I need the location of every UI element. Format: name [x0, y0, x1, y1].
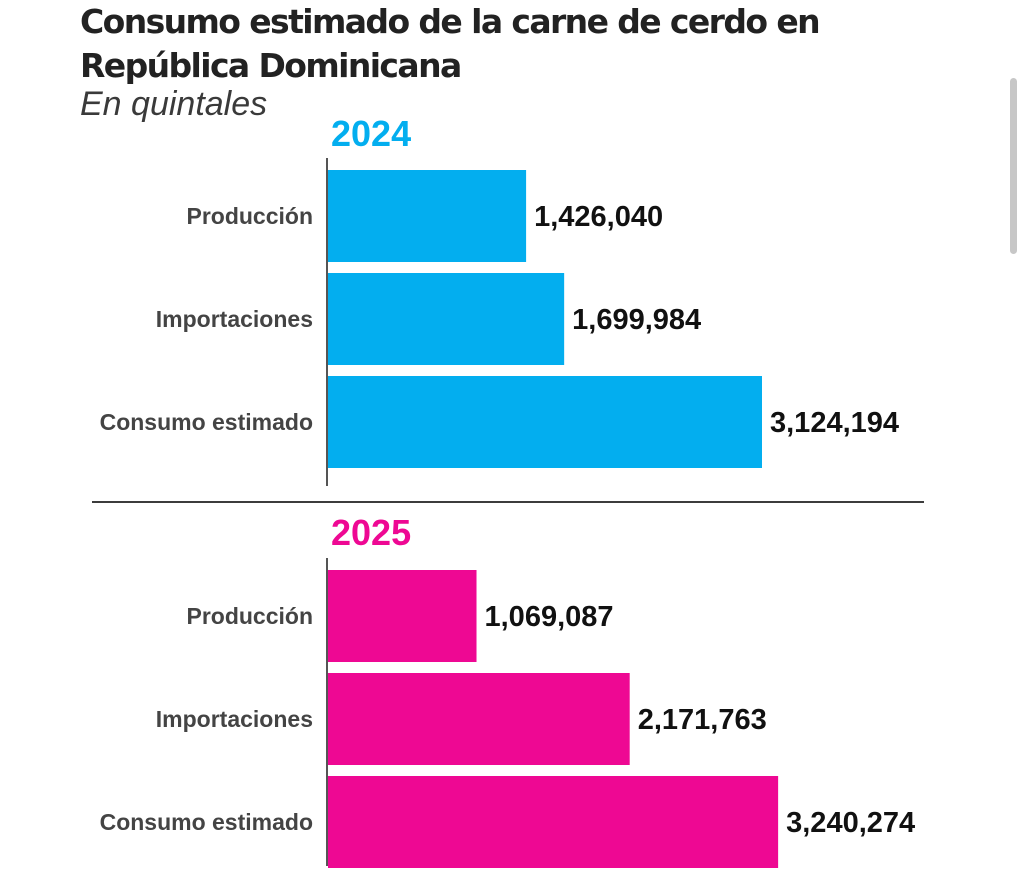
data-label: 1,699,984 [572, 304, 701, 336]
data-label: 3,124,194 [770, 407, 899, 439]
category-label: Consumo estimado [100, 409, 313, 435]
bar-2024-0 [328, 170, 527, 262]
scrollbar[interactable] [1010, 78, 1017, 254]
category-label: Importaciones [156, 306, 313, 332]
category-label: Importaciones [156, 706, 313, 732]
data-label: 2,171,763 [638, 704, 767, 736]
bar-2024-2 [328, 376, 762, 468]
panel-title-2025: 2025 [331, 512, 411, 553]
category-label: Consumo estimado [100, 809, 313, 835]
bar-2025-2 [328, 776, 779, 868]
bar-2025-0 [328, 570, 477, 662]
chart-subtitle: En quintales [80, 85, 268, 123]
category-label: Producción [186, 203, 313, 229]
category-label: Producción [186, 603, 313, 629]
data-label: 1,069,087 [485, 601, 614, 633]
bar-2024-1 [328, 273, 565, 365]
panel-divider [92, 501, 924, 503]
bar-2025-1 [328, 673, 630, 765]
chart-title: Consumo estimado de la carne de cerdo en… [80, 2, 821, 85]
panel-title-2024: 2024 [331, 113, 411, 154]
data-label: 3,240,274 [786, 807, 915, 839]
data-label: 1,426,040 [534, 201, 663, 233]
